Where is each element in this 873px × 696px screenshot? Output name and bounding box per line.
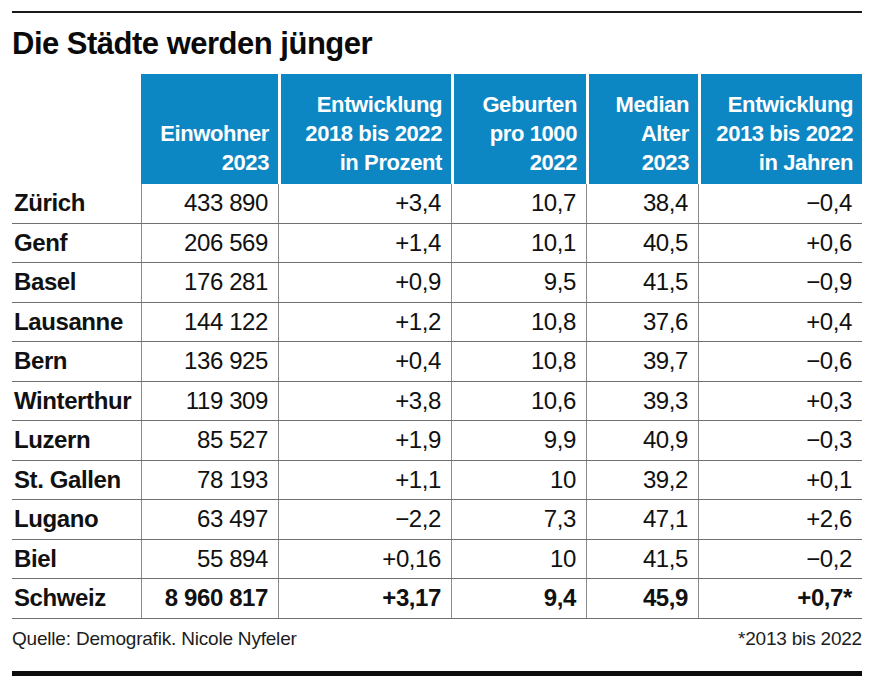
cell-einwohner: 136 925	[141, 342, 278, 381]
cell-geburten: 10,7	[451, 184, 586, 223]
cell-geburten: 9,9	[451, 421, 586, 460]
cell-median-alter: 45,9	[586, 579, 698, 618]
cell-entwicklung-prozent: +0,4	[278, 342, 451, 381]
cell-median-alter: 41,5	[586, 540, 698, 579]
cell-median-alter: 40,9	[586, 421, 698, 460]
header-geburten: Geburten pro 1000 2022	[451, 74, 586, 184]
header-entwicklung-prozent: Entwicklung 2018 bis 2022 in Prozent	[278, 74, 451, 184]
cell-einwohner: 78 193	[141, 461, 278, 500]
cell-city: Schweiz	[12, 579, 141, 618]
cell-geburten: 10,1	[451, 224, 586, 263]
cell-entwicklung-prozent: +1,1	[278, 461, 451, 500]
cell-entwicklung-jahre: −0,3	[698, 421, 862, 460]
cell-entwicklung-jahre: −0,9	[698, 263, 862, 302]
infographic-page: Die Städte werden jünger Einwohner 2023 …	[0, 0, 873, 696]
cell-entwicklung-jahre: −0,6	[698, 342, 862, 381]
cell-city: Winterthur	[12, 382, 141, 421]
table-row: Genf 206 569 +1,4 10,1 40,5 +0,6	[12, 224, 862, 264]
cell-city: Lugano	[12, 500, 141, 539]
cell-median-alter: 40,5	[586, 224, 698, 263]
table-header-row: Einwohner 2023 Entwicklung 2018 bis 2022…	[12, 74, 862, 184]
cell-einwohner: 144 122	[141, 303, 278, 342]
table-row: Basel 176 281 +0,9 9,5 41,5 −0,9	[12, 263, 862, 303]
cell-median-alter: 39,3	[586, 382, 698, 421]
cell-einwohner: 55 894	[141, 540, 278, 579]
cell-geburten: 10,8	[451, 303, 586, 342]
cell-entwicklung-jahre: +0,7*	[698, 579, 862, 618]
cell-entwicklung-jahre: −0,2	[698, 540, 862, 579]
cell-geburten: 9,4	[451, 579, 586, 618]
cell-median-alter: 38,4	[586, 184, 698, 223]
cell-entwicklung-prozent: +3,8	[278, 382, 451, 421]
footnote: *2013 bis 2022	[738, 628, 862, 650]
table-row: Luzern 85 527 +1,9 9,9 40,9 −0,3	[12, 421, 862, 461]
cell-geburten: 9,5	[451, 263, 586, 302]
top-rule	[12, 11, 862, 13]
table-row: Bern 136 925 +0,4 10,8 39,7 −0,6	[12, 342, 862, 382]
cell-geburten: 10	[451, 461, 586, 500]
table-row: Lugano 63 497 −2,2 7,3 47,1 +2,6	[12, 500, 862, 540]
cell-entwicklung-jahre: +2,6	[698, 500, 862, 539]
cell-entwicklung-prozent: +3,4	[278, 184, 451, 223]
cell-entwicklung-jahre: +0,4	[698, 303, 862, 342]
cell-einwohner: 433 890	[141, 184, 278, 223]
cell-geburten: 10	[451, 540, 586, 579]
cell-city: Bern	[12, 342, 141, 381]
cell-einwohner: 8 960 817	[141, 579, 278, 618]
table-row: Zürich 433 890 +3,4 10,7 38,4 −0,4	[12, 184, 862, 224]
cell-entwicklung-jahre: +0,1	[698, 461, 862, 500]
cell-city: Genf	[12, 224, 141, 263]
cell-city: Lausanne	[12, 303, 141, 342]
cell-median-alter: 47,1	[586, 500, 698, 539]
cell-entwicklung-prozent: +0,9	[278, 263, 451, 302]
cell-geburten: 7,3	[451, 500, 586, 539]
header-einwohner: Einwohner 2023	[141, 74, 278, 184]
cell-entwicklung-jahre: +0,6	[698, 224, 862, 263]
cell-entwicklung-jahre: −0,4	[698, 184, 862, 223]
cell-entwicklung-prozent: +1,4	[278, 224, 451, 263]
cell-entwicklung-prozent: +1,2	[278, 303, 451, 342]
table-row: Lausanne 144 122 +1,2 10,8 37,6 +0,4	[12, 303, 862, 343]
bottom-rule	[12, 671, 862, 676]
page-title: Die Städte werden jünger	[12, 26, 862, 62]
city-table: Einwohner 2023 Entwicklung 2018 bis 2022…	[12, 74, 862, 619]
cell-entwicklung-prozent: +1,9	[278, 421, 451, 460]
header-spacer	[12, 74, 141, 184]
cell-median-alter: 41,5	[586, 263, 698, 302]
table-row: St. Gallen 78 193 +1,1 10 39,2 +0,1	[12, 461, 862, 501]
source-credit: Quelle: Demografik. Nicole Nyfeler	[12, 628, 297, 650]
cell-entwicklung-jahre: +0,3	[698, 382, 862, 421]
cell-entwicklung-prozent: +0,16	[278, 540, 451, 579]
cell-entwicklung-prozent: +3,17	[278, 579, 451, 618]
table-footer: Quelle: Demografik. Nicole Nyfeler *2013…	[12, 628, 862, 650]
cell-einwohner: 63 497	[141, 500, 278, 539]
header-entwicklung-jahre: Entwicklung 2013 bis 2022 in Jahren	[698, 74, 862, 184]
cell-city: Basel	[12, 263, 141, 302]
cell-median-alter: 37,6	[586, 303, 698, 342]
cell-city: Luzern	[12, 421, 141, 460]
table-row: Winterthur 119 309 +3,8 10,6 39,3 +0,3	[12, 382, 862, 422]
cell-einwohner: 176 281	[141, 263, 278, 302]
cell-geburten: 10,6	[451, 382, 586, 421]
cell-entwicklung-prozent: −2,2	[278, 500, 451, 539]
table-row: Biel 55 894 +0,16 10 41,5 −0,2	[12, 540, 862, 580]
cell-einwohner: 119 309	[141, 382, 278, 421]
cell-city: Biel	[12, 540, 141, 579]
cell-city: Zürich	[12, 184, 141, 223]
cell-einwohner: 206 569	[141, 224, 278, 263]
cell-city: St. Gallen	[12, 461, 141, 500]
table-total-row: Schweiz 8 960 817 +3,17 9,4 45,9 +0,7*	[12, 579, 862, 619]
cell-median-alter: 39,7	[586, 342, 698, 381]
cell-geburten: 10,8	[451, 342, 586, 381]
header-median-alter: Median Alter 2023	[586, 74, 698, 184]
cell-median-alter: 39,2	[586, 461, 698, 500]
cell-einwohner: 85 527	[141, 421, 278, 460]
